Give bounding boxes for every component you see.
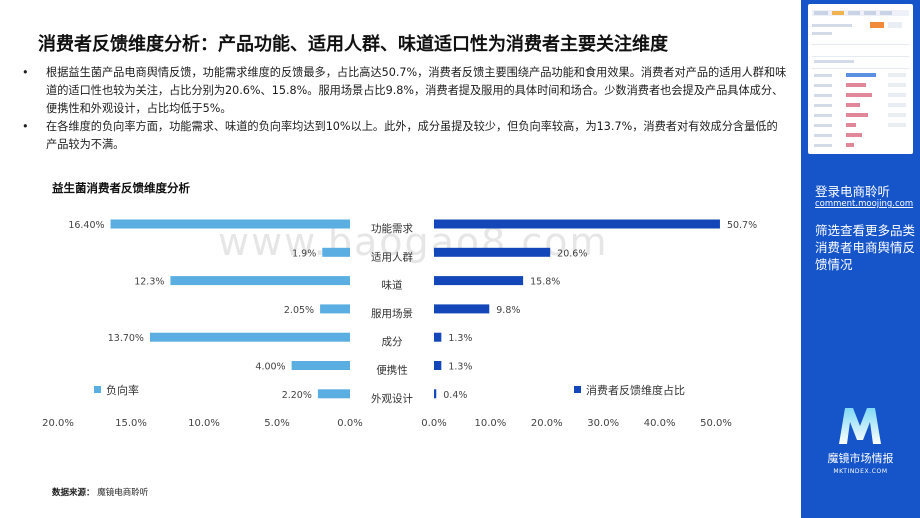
filter-prompt: 筛选查看更多品类消费者电商舆情反馈情况 [815, 223, 916, 272]
share-bar [434, 332, 442, 342]
legend-label-share: 消费者反馈维度占比 [586, 383, 685, 397]
share-label: 1.3% [448, 333, 472, 344]
right-axis-tick: 50.0% [700, 418, 732, 429]
category-label: 适用人群 [371, 250, 413, 263]
negative-rate-bar [320, 304, 350, 314]
negative-rate-bar [322, 247, 350, 257]
summary-bullets: • 根据益生菌产品电商舆情反馈，功能需求维度的反馈最多，占比高达50.7%，消费… [18, 64, 788, 154]
comment-link[interactable]: comment.moojing.com [815, 199, 914, 209]
negative-rate-label: 2.05% [284, 305, 314, 316]
right-axis-tick: 40.0% [644, 418, 676, 429]
legend-swatch-share [574, 386, 581, 393]
negative-rate-bar [149, 332, 350, 342]
negative-rate-label: 16.40% [68, 220, 104, 231]
share-label: 9.8% [496, 305, 520, 316]
share-bar [434, 389, 437, 399]
share-label: 0.4% [443, 390, 467, 401]
negative-rate-bar [291, 361, 350, 370]
main-panel: 消费者反馈维度分析：产品功能、适用人群、味道适口性为消费者主要关注维度 • 根据… [18, 34, 788, 498]
share-label: 1.3% [448, 362, 472, 373]
category-label: 功能需求 [371, 222, 413, 235]
promo-sidebar: 登录电商聆听 comment.moojing.com 筛选查看更多品类消费者电商… [801, 0, 920, 518]
negative-rate-label: 1.9% [292, 248, 316, 259]
right-axis-tick: 30.0% [587, 418, 619, 429]
left-axis-tick: 20.0% [42, 418, 74, 429]
category-label: 服用场景 [371, 307, 413, 320]
negative-rate-label: 2.20% [282, 390, 312, 401]
negative-rate-label: 4.00% [255, 362, 285, 373]
category-label: 外观设计 [371, 392, 413, 405]
bullet-text: 在各维度的负向率方面，功能需求、味道的负向率均达到10%以上。此外，成分虽提及较… [46, 120, 778, 151]
share-bar [434, 247, 551, 257]
right-axis-tick: 20.0% [531, 418, 563, 429]
legend-swatch-negative-rate [94, 386, 101, 393]
left-axis-tick: 10.0% [188, 418, 220, 429]
login-prompt: 登录电商聆听 [815, 184, 891, 199]
bullet-item: • 根据益生菌产品电商舆情反馈，功能需求维度的反馈最多，占比高达50.7%，消费… [18, 64, 788, 118]
source-value: 魔镜电商聆听 [97, 488, 149, 498]
share-bar [434, 219, 720, 229]
category-label: 成分 [382, 336, 403, 348]
right-axis-tick: 0.0% [421, 418, 446, 429]
left-axis-tick: 15.0% [115, 418, 147, 429]
bullet-item: • 在各维度的负向率方面，功能需求、味道的负向率均达到10%以上。此外，成分虽提… [18, 118, 788, 154]
share-bar [434, 276, 524, 286]
negative-rate-bar [110, 219, 350, 229]
negative-rate-bar [317, 389, 350, 399]
bullet-dot: • [22, 66, 29, 79]
logo-name: 魔镜市场情报 [827, 452, 894, 465]
logo-subtitle: MKTINDEX.COM [833, 468, 888, 475]
right-axis-tick: 10.0% [475, 418, 507, 429]
negative-rate-label: 13.70% [108, 333, 144, 344]
bullet-text: 根据益生菌产品电商舆情反馈，功能需求维度的反馈最多，占比高达50.7%，消费者反… [46, 66, 787, 115]
data-source: 数据来源： 魔镜电商聆听 [52, 486, 148, 498]
chart-title: 益生菌消费者反馈维度分析 [52, 181, 190, 195]
share-label: 50.7% [727, 220, 757, 231]
share-bar [434, 304, 490, 314]
page-title: 消费者反馈维度分析：产品功能、适用人群、味道适口性为消费者主要关注维度 [38, 34, 668, 55]
share-bar [434, 361, 442, 370]
category-label: 味道 [382, 279, 403, 292]
category-label: 便携性 [376, 364, 408, 377]
share-label: 15.8% [530, 277, 560, 288]
negative-rate-label: 12.3% [134, 277, 164, 288]
legend-label-negative-rate: 负向率 [106, 383, 139, 397]
negative-rate-bar [170, 276, 350, 286]
left-axis-tick: 5.0% [264, 418, 289, 429]
moojing-logo-icon [835, 404, 885, 450]
dashboard-thumbnail [808, 4, 913, 154]
left-axis-tick: 0.0% [337, 418, 362, 429]
bullet-dot: • [22, 120, 29, 133]
butterfly-bar-chart: 16.40% 功能需求 50.7% 1.9% 适用人群 20.6% 12.3% 味道 15.8%… [42, 219, 757, 429]
share-label: 20.6% [557, 248, 587, 259]
source-label: 数据来源： [52, 488, 95, 498]
